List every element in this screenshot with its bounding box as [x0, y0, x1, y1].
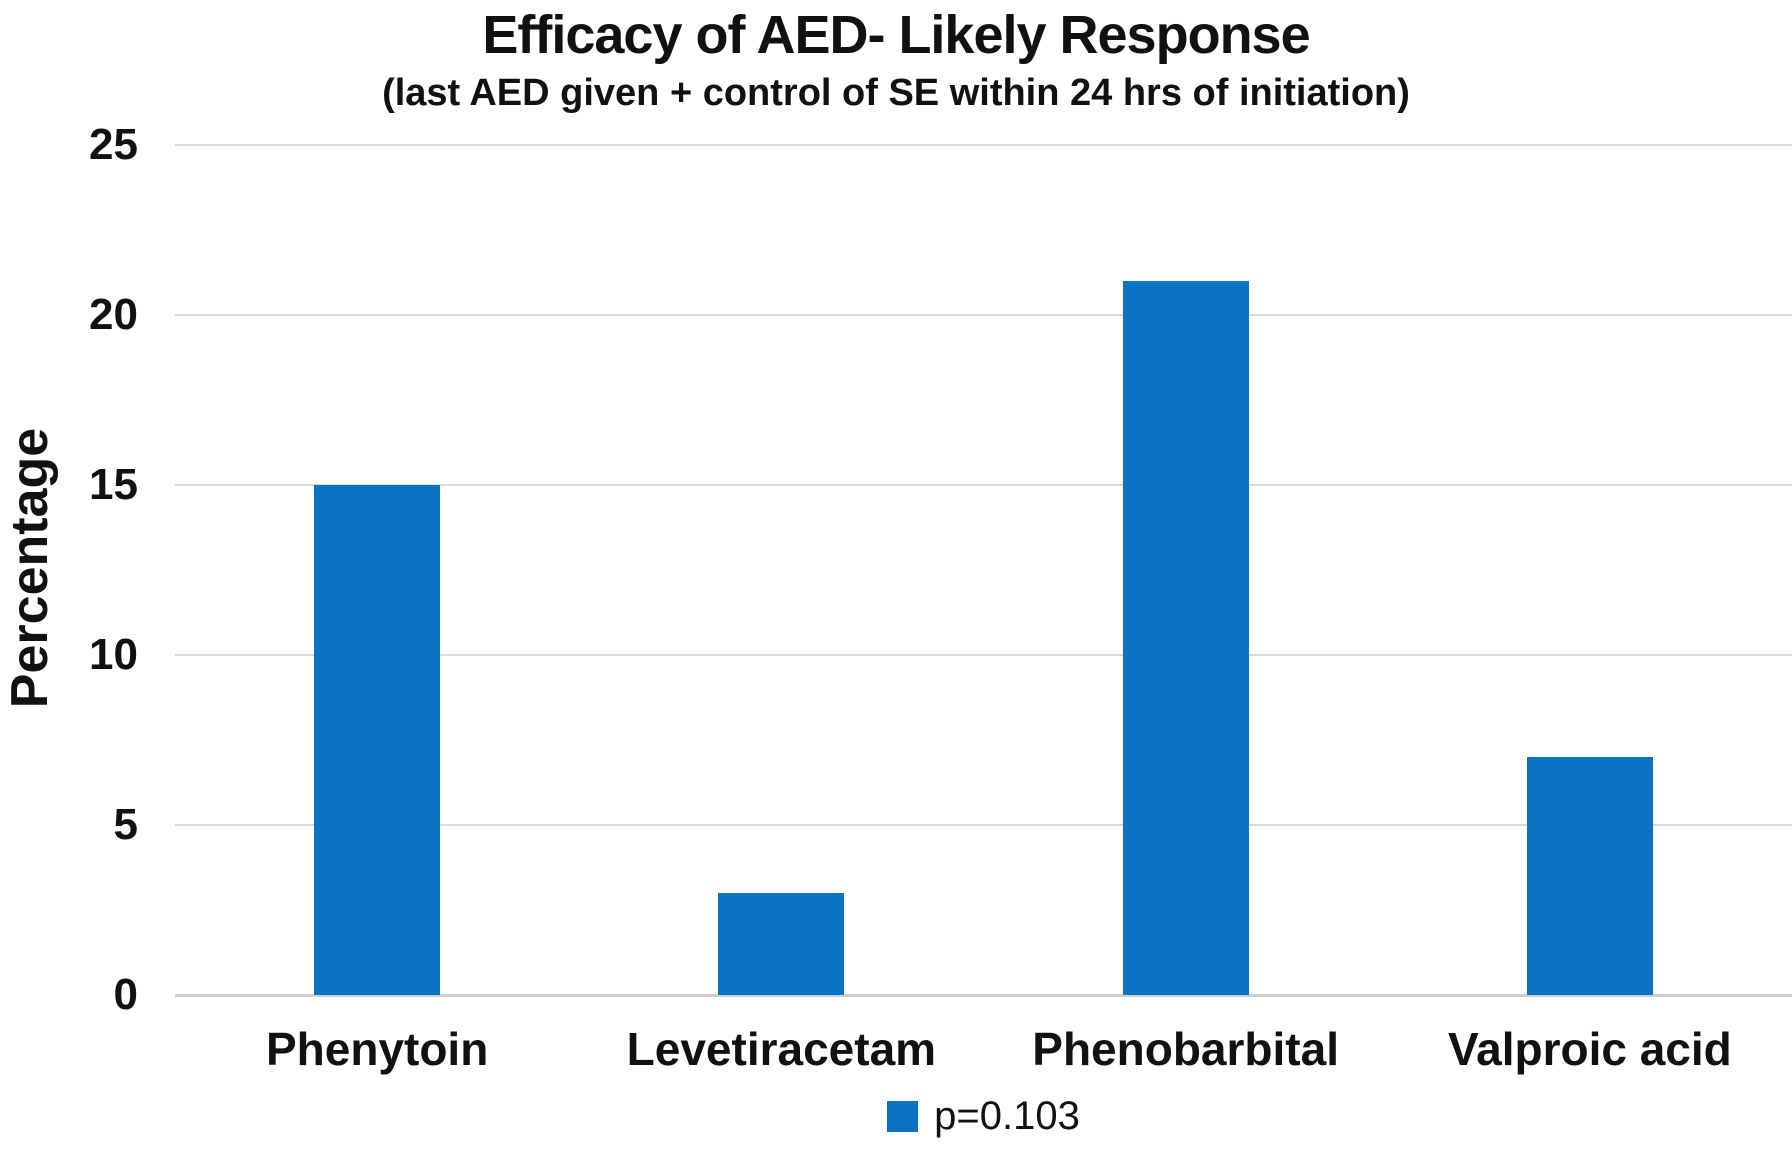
- y-tick-label-20: 20: [89, 290, 138, 339]
- y-tick-label-25: 25: [89, 120, 138, 169]
- bar-phenobarbital: [1122, 281, 1249, 995]
- bar-slot-phenobarbital: [984, 145, 1388, 995]
- gridline-15: [175, 484, 1792, 486]
- legend-label: p=0.103: [934, 1094, 1080, 1138]
- x-axis-category-labels: Phenytoin Levetiracetam Phenobarbital Valpr…: [175, 1022, 1792, 1076]
- y-tick-label-0: 0: [113, 970, 138, 1019]
- x-axis-line: [175, 994, 1792, 997]
- gridline-20: [175, 314, 1792, 316]
- bar-slot-valproic-acid: [1388, 145, 1792, 995]
- bar-slot-levetiracetam: [579, 145, 983, 995]
- bar-levetiracetam: [718, 893, 845, 995]
- y-axis-title: Percentage: [1, 427, 59, 709]
- plot-area: [175, 144, 1792, 997]
- chart-subtitle: (last AED given + control of SE within 2…: [382, 72, 1410, 114]
- chart-title: Efficacy of AED- Likely Response: [482, 5, 1310, 65]
- bar-valproic-acid: [1526, 757, 1653, 995]
- x-label-levetiracetam: Levetiracetam: [626, 1023, 937, 1075]
- chart-header: Efficacy of AED- Likely Response (last A…: [0, 0, 1792, 115]
- y-tick-label-15: 15: [89, 460, 138, 509]
- y-tick-label-5: 5: [113, 800, 138, 849]
- gridline-25: [175, 144, 1792, 146]
- x-label-phenytoin: Phenytoin: [265, 1023, 489, 1075]
- chart-legend: p=0.103: [175, 1096, 1792, 1136]
- gridline-5: [175, 824, 1792, 826]
- y-tick-label-10: 10: [89, 630, 138, 679]
- gridline-10: [175, 654, 1792, 656]
- x-label-phenobarbital: Phenobarbital: [1032, 1023, 1339, 1075]
- legend-swatch-icon: [887, 1100, 919, 1132]
- bar-slot-phenytoin: [175, 145, 579, 995]
- bar-phenytoin: [314, 485, 441, 995]
- x-label-valproic-acid: Valproic acid: [1447, 1023, 1732, 1075]
- bar-series: [175, 145, 1792, 995]
